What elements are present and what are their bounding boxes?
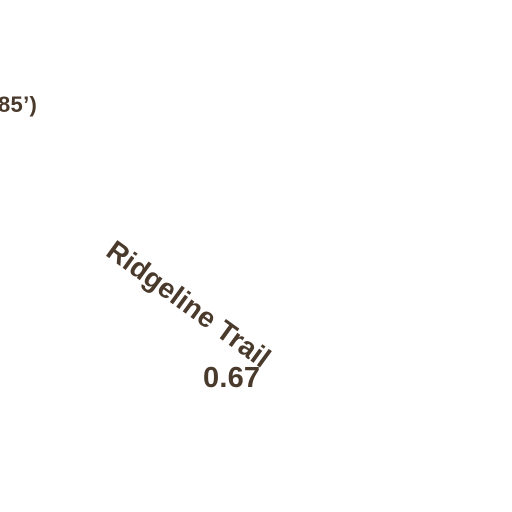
elevation-label: 85’)	[0, 92, 38, 117]
trail-distance-label: 0.67	[203, 362, 261, 394]
trail-name-label: Ridgeline Trail	[100, 234, 277, 374]
